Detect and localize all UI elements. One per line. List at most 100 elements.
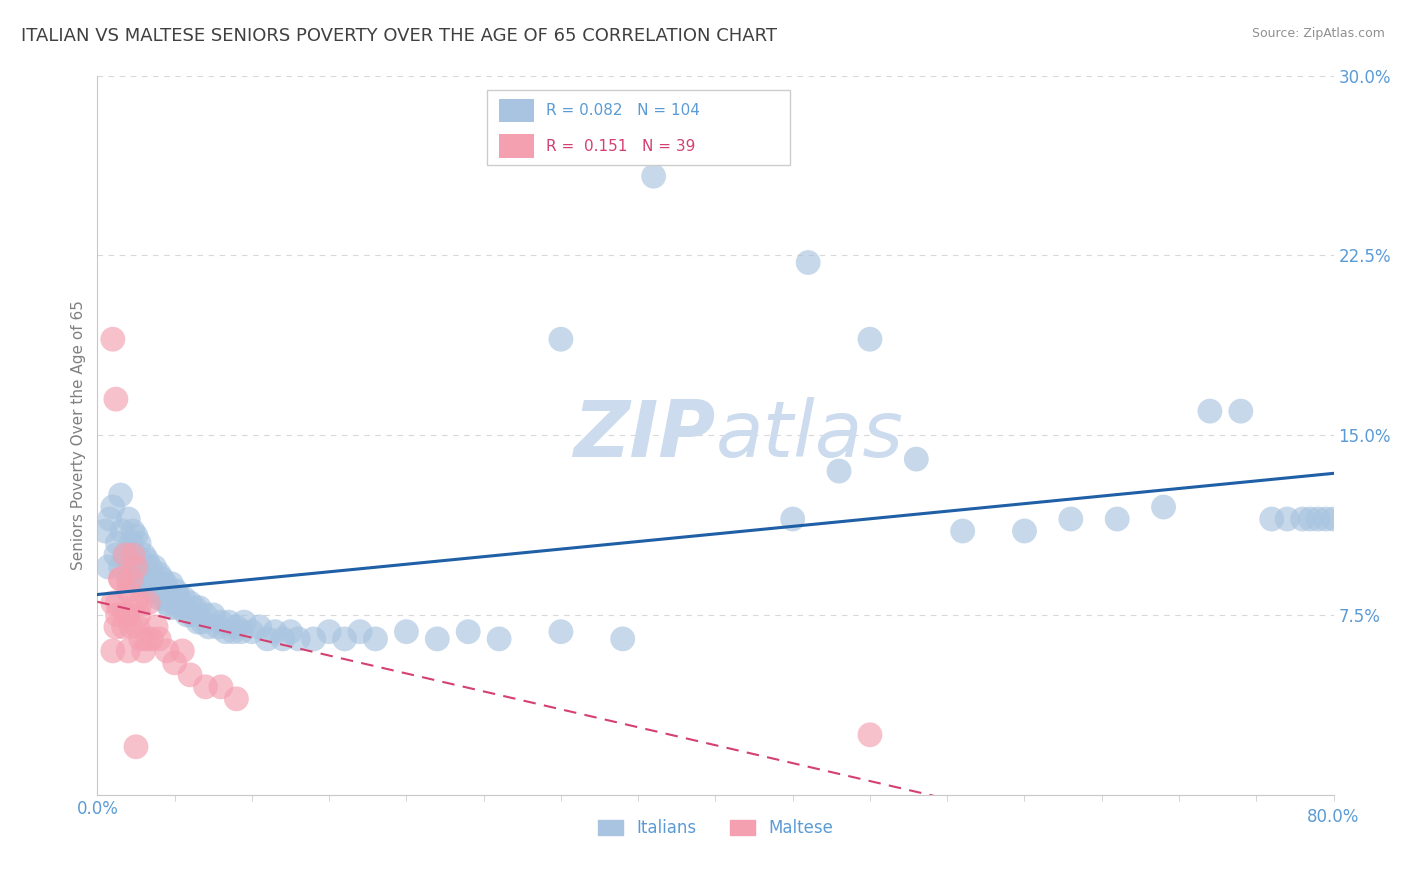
Point [194, 680, 217, 694]
Point [287, 632, 309, 646]
Point [101, 500, 124, 514]
Point [229, 624, 252, 639]
Point [225, 691, 247, 706]
Point [1291, 512, 1313, 526]
Point [256, 632, 278, 646]
Point [179, 668, 201, 682]
Point [110, 572, 132, 586]
Point [280, 624, 302, 639]
Point [952, 524, 974, 538]
Point [550, 624, 572, 639]
Point [249, 620, 271, 634]
Point [120, 560, 142, 574]
Point [128, 607, 150, 622]
Text: Source: ZipAtlas.com: Source: ZipAtlas.com [1251, 27, 1385, 40]
Point [160, 576, 183, 591]
Point [225, 620, 247, 634]
Point [97, 560, 120, 574]
Point [207, 620, 229, 634]
Point [125, 739, 148, 754]
Point [127, 620, 149, 634]
Point [143, 560, 166, 574]
Point [110, 572, 132, 586]
Point [202, 607, 225, 622]
Point [112, 620, 135, 634]
Point [187, 615, 209, 629]
Point [172, 600, 194, 615]
Point [1153, 500, 1175, 514]
Point [117, 644, 139, 658]
Point [138, 576, 160, 591]
Point [107, 536, 129, 550]
Point [148, 567, 170, 582]
Point [395, 624, 418, 639]
Point [101, 644, 124, 658]
Point [333, 632, 356, 646]
Point [110, 560, 132, 574]
Point [135, 553, 157, 567]
Point [120, 572, 142, 586]
Point [240, 624, 263, 639]
Point [110, 488, 132, 502]
Point [218, 615, 240, 629]
Point [1275, 512, 1298, 526]
Point [125, 529, 148, 543]
Point [233, 615, 256, 629]
Point [859, 332, 882, 346]
Point [179, 596, 201, 610]
Point [176, 607, 198, 622]
Text: ZIP: ZIP [574, 397, 716, 473]
Point [129, 596, 152, 610]
Text: R =  0.151   N = 39: R = 0.151 N = 39 [546, 139, 696, 153]
Point [1306, 512, 1329, 526]
Point [104, 620, 127, 634]
FancyBboxPatch shape [486, 90, 790, 165]
Point [612, 632, 634, 646]
Point [150, 572, 173, 586]
Point [1199, 404, 1222, 418]
Point [149, 583, 172, 598]
Point [194, 607, 217, 622]
Point [488, 632, 510, 646]
Point [1260, 512, 1282, 526]
Point [1299, 512, 1322, 526]
Point [271, 632, 294, 646]
Point [209, 680, 232, 694]
Point [111, 524, 134, 538]
Point [159, 600, 181, 615]
Point [122, 548, 145, 562]
Point [1014, 524, 1036, 538]
Point [302, 632, 325, 646]
Point [125, 596, 148, 610]
Point [117, 607, 139, 622]
Text: ITALIAN VS MALTESE SENIORS POVERTY OVER THE AGE OF 65 CORRELATION CHART: ITALIAN VS MALTESE SENIORS POVERTY OVER … [21, 27, 778, 45]
Point [117, 583, 139, 598]
Point [183, 600, 205, 615]
Point [1322, 512, 1344, 526]
Point [107, 607, 129, 622]
Point [122, 524, 145, 538]
Point [550, 332, 572, 346]
Point [1060, 512, 1083, 526]
Point [120, 536, 142, 550]
Point [167, 591, 190, 606]
Point [129, 632, 152, 646]
Point [214, 624, 236, 639]
Point [134, 567, 156, 582]
Point [142, 583, 165, 598]
Point [127, 560, 149, 574]
Y-axis label: Seniors Poverty Over the Age of 65: Seniors Poverty Over the Age of 65 [72, 301, 86, 570]
Point [172, 644, 194, 658]
Point [125, 560, 148, 574]
Point [129, 553, 152, 567]
Point [180, 607, 202, 622]
Point [426, 632, 449, 646]
Point [101, 332, 124, 346]
Point [139, 560, 162, 574]
Point [859, 728, 882, 742]
Text: 80.0%: 80.0% [1308, 807, 1360, 826]
Point [782, 512, 804, 526]
Point [156, 644, 179, 658]
Point [148, 591, 170, 606]
Point [264, 624, 287, 639]
